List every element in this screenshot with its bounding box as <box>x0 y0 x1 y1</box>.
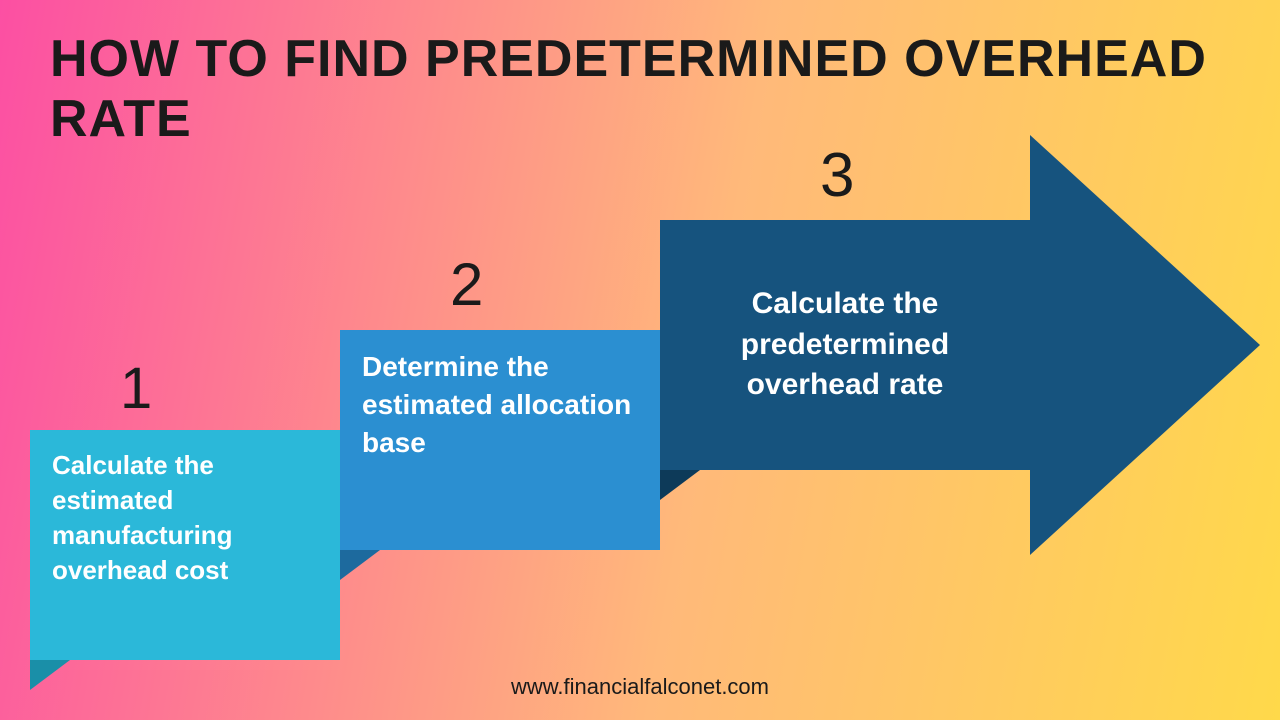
step-1: 1 Calculate the estimated manufacturing … <box>30 430 340 660</box>
step-2-box: Determine the estimated allocation base <box>340 330 660 550</box>
step-3-number: 3 <box>820 140 854 211</box>
step-2-label: Determine the estimated allocation base <box>362 351 631 458</box>
step-3: 3 Calculate the predetermined overhead r… <box>660 220 1030 470</box>
step-2: 2 Determine the estimated allocation bas… <box>340 330 660 550</box>
page-title: HOW TO FIND PREDETERMINED OVERHEAD RATE <box>50 30 1280 150</box>
step-1-label: Calculate the estimated manufacturing ov… <box>52 450 233 585</box>
arrow-head-icon <box>1030 135 1260 555</box>
step-3-label: Calculate the predetermined overhead rat… <box>682 284 1008 406</box>
step-1-box: Calculate the estimated manufacturing ov… <box>30 430 340 660</box>
step-2-tail <box>340 550 380 580</box>
step-2-number: 2 <box>450 250 483 319</box>
step-3-box: Calculate the predetermined overhead rat… <box>660 220 1030 470</box>
steps-arrow-diagram: 1 Calculate the estimated manufacturing … <box>30 200 1250 680</box>
step-3-tail <box>660 470 700 500</box>
footer-url: www.financialfalconet.com <box>0 674 1280 700</box>
step-1-number: 1 <box>120 355 152 422</box>
